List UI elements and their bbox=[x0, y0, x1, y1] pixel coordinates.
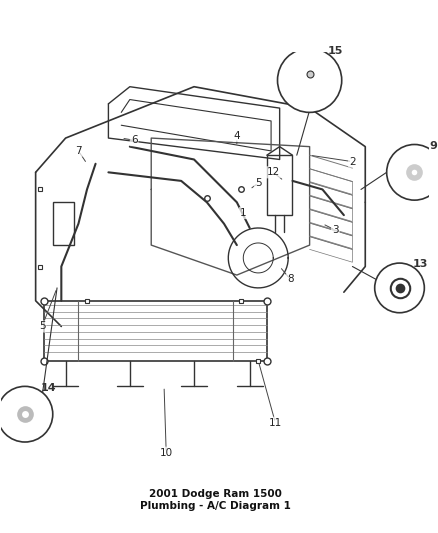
Circle shape bbox=[374, 263, 424, 313]
Text: 13: 13 bbox=[412, 259, 427, 269]
Text: 2: 2 bbox=[348, 157, 355, 167]
Text: 8: 8 bbox=[286, 274, 293, 284]
Text: 3: 3 bbox=[331, 225, 338, 235]
Text: 5: 5 bbox=[254, 178, 261, 188]
Text: 15: 15 bbox=[326, 46, 342, 56]
Text: 1: 1 bbox=[240, 208, 246, 218]
Text: 12: 12 bbox=[266, 167, 279, 177]
Text: 5: 5 bbox=[39, 321, 45, 332]
Circle shape bbox=[386, 144, 438, 200]
Text: 9: 9 bbox=[429, 141, 437, 151]
Text: 2001 Dodge Ram 1500
Plumbing - A/C Diagram 1: 2001 Dodge Ram 1500 Plumbing - A/C Diagr… bbox=[140, 489, 290, 511]
Text: 4: 4 bbox=[233, 131, 240, 141]
Circle shape bbox=[277, 48, 341, 112]
Text: 14: 14 bbox=[40, 383, 56, 393]
Text: 10: 10 bbox=[159, 448, 173, 458]
Bar bbox=[53, 203, 74, 245]
Text: 11: 11 bbox=[268, 418, 281, 428]
Text: 7: 7 bbox=[75, 146, 81, 156]
Circle shape bbox=[0, 386, 53, 442]
Bar bbox=[266, 155, 292, 215]
Text: 6: 6 bbox=[131, 135, 137, 145]
